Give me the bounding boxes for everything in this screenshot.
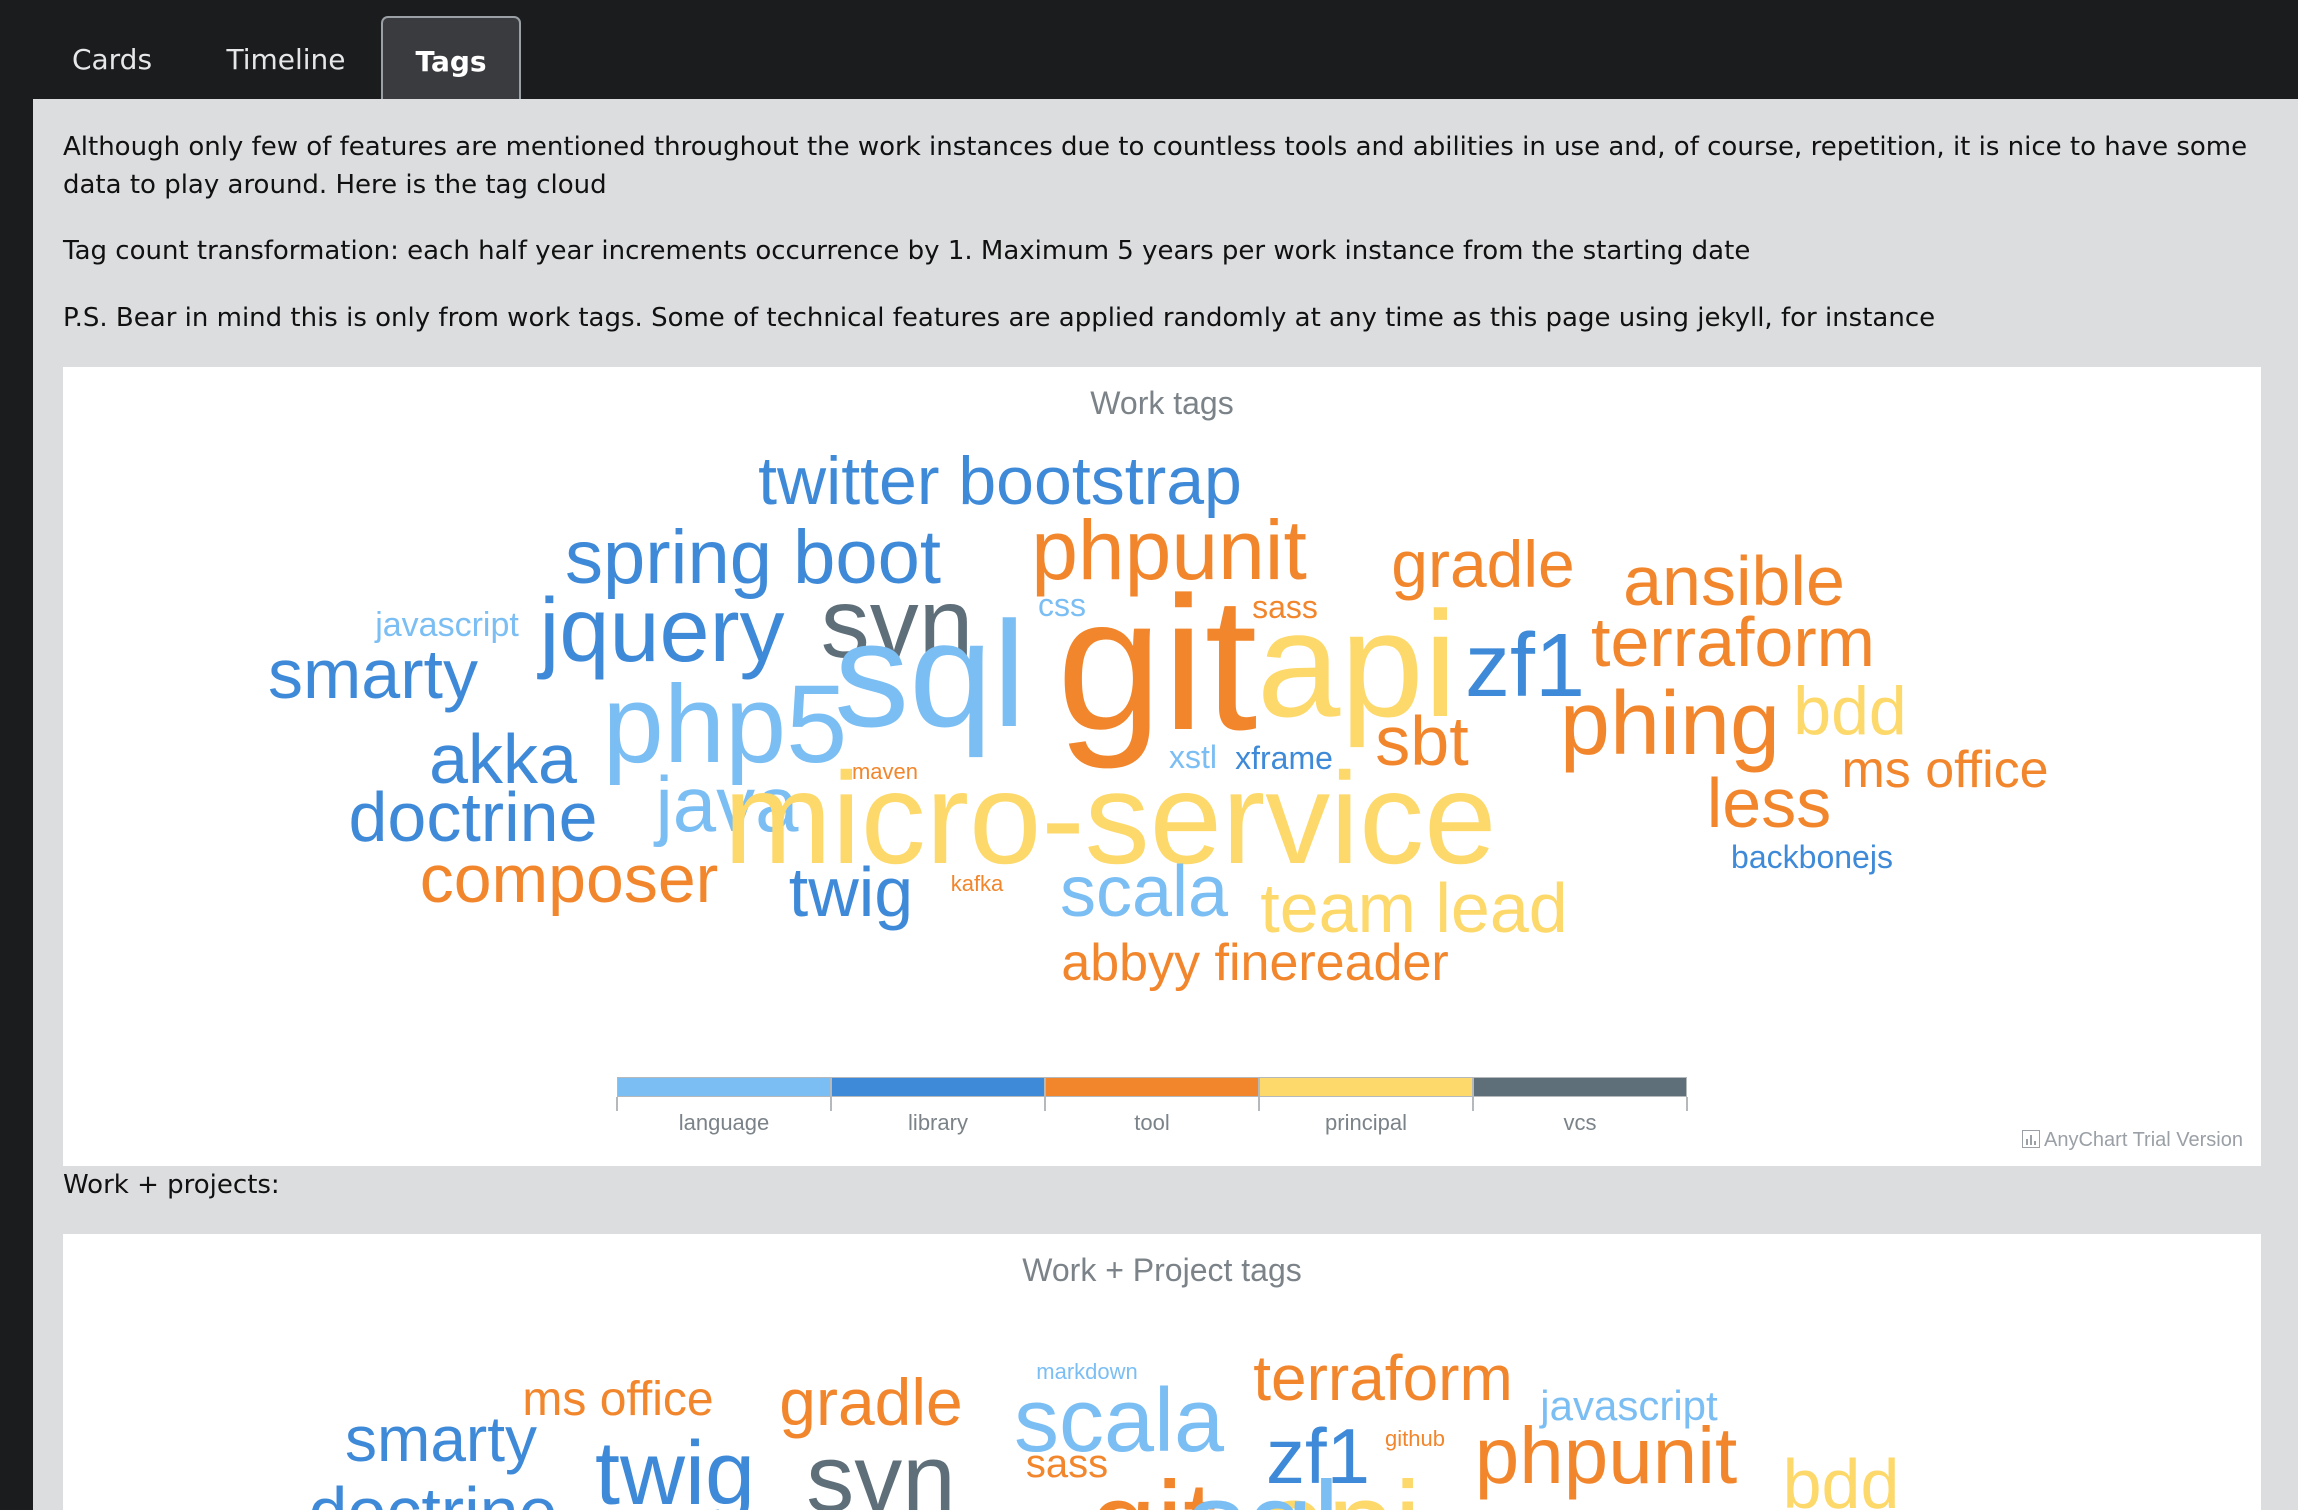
legend-swatch-principal	[1259, 1077, 1473, 1097]
legend-swatch-vcs	[1473, 1077, 1687, 1097]
tag-jquery[interactable]: jquery	[539, 581, 785, 681]
tag-gradle[interactable]: gradle	[779, 1365, 963, 1439]
tag-svn[interactable]: svn	[806, 1425, 956, 1510]
chart-logo-icon	[2022, 1130, 2041, 1148]
projects-label: Work + projects:	[63, 1170, 280, 1200]
tag-terraform[interactable]: terraform	[1591, 603, 1875, 681]
intro-paragraph: Although only few of features are mentio…	[63, 132, 2248, 200]
tag-git[interactable]: git	[1056, 558, 1258, 770]
tag-abbyy-finereader[interactable]: abbyy finereader	[1061, 934, 1449, 992]
legend-tick	[616, 1097, 618, 1111]
tag-bdd[interactable]: bdd	[1793, 673, 1907, 749]
tab-timeline[interactable]: Timeline	[226, 43, 346, 76]
legend-tick	[1686, 1097, 1688, 1111]
tag-xframe[interactable]: xframe	[1235, 740, 1333, 776]
tag-backbonejs[interactable]: backbonejs	[1731, 839, 1893, 875]
tab-bar: Cards Timeline Tags	[0, 0, 2298, 100]
tag-spring-boot[interactable]: spring boot	[564, 515, 942, 600]
tag-ms-office[interactable]: ms office	[1841, 741, 2049, 799]
transform-paragraph: Tag count transformation: each half year…	[63, 236, 1751, 266]
tag-twig[interactable]: twig	[594, 1424, 756, 1510]
tag-svn[interactable]: svn	[820, 568, 974, 678]
legend-label-vcs: vcs	[1563, 1110, 1597, 1135]
tag-zf1[interactable]: zf1	[1265, 1412, 1371, 1500]
tag-doctrine[interactable]: doctrine	[348, 778, 598, 856]
tag-api[interactable]: api	[1261, 1464, 1421, 1510]
tab-tags[interactable]: Tags	[381, 16, 521, 100]
ps-paragraph: P.S. Bear in mind this is only from work…	[63, 303, 1936, 333]
tag-smarty[interactable]: smarty	[268, 635, 478, 713]
legend-tick	[830, 1097, 832, 1111]
tag-akka[interactable]: akka	[429, 720, 577, 798]
tag-api[interactable]: api	[1256, 580, 1458, 748]
tag-xstl[interactable]: xstl	[1169, 739, 1217, 775]
tag-javascript[interactable]: javascript	[375, 606, 519, 644]
chart-title: Work tags	[1090, 385, 1234, 421]
tag-sbt[interactable]: sbt	[1375, 702, 1469, 780]
tag-micro-service[interactable]: micro-service	[723, 745, 1497, 891]
tag-kafka[interactable]: kafka	[950, 871, 1004, 896]
tag-java[interactable]: java	[655, 760, 799, 848]
tag-javascript[interactable]: javascript	[1540, 1382, 1718, 1429]
tag-phpunit[interactable]: phpunit	[1031, 503, 1307, 597]
tag-php5[interactable]: php5	[602, 663, 848, 786]
legend-tick	[1472, 1097, 1474, 1111]
tag-maven[interactable]: maven	[851, 759, 919, 784]
tag-doctrine[interactable]: doctrine	[308, 1477, 557, 1510]
legend-label-tool: tool	[1134, 1110, 1170, 1135]
tag-sql[interactable]: sql	[834, 590, 1026, 758]
tag-ansible[interactable]: ansible	[1623, 542, 1845, 620]
legend-swatch-language	[617, 1077, 831, 1097]
legend-tick	[1258, 1097, 1260, 1111]
work-tags-chart: Work tags twitter bootstrap spring boot ph…	[63, 367, 2261, 1166]
tag-git[interactable]: git	[1090, 1464, 1217, 1510]
project-tags-chart: Work + Project tags markdown terraform ms …	[63, 1234, 2261, 1510]
tag-less[interactable]: less	[1706, 764, 1832, 842]
tag-bdd[interactable]: bdd	[1782, 1445, 1900, 1510]
tag-markdown[interactable]: markdown	[1036, 1359, 1138, 1384]
tag-twig[interactable]: twig	[788, 853, 914, 931]
tag-phpunit[interactable]: phpunit	[1474, 1411, 1738, 1500]
legend-label-language: language	[678, 1110, 770, 1135]
tag-terraform[interactable]: terraform	[1253, 1342, 1513, 1414]
tag-composer[interactable]: composer	[419, 841, 719, 917]
tag-sql[interactable]: sql	[1186, 1464, 1339, 1510]
tag-smarty[interactable]: smarty	[345, 1403, 537, 1475]
tag-zf1[interactable]: zf1	[1464, 616, 1586, 716]
legend-swatch-tool	[1045, 1077, 1259, 1097]
tag-scala[interactable]: scala	[1013, 1371, 1225, 1471]
tag-css[interactable]: css	[1038, 587, 1086, 623]
tags-panel: Although only few of features are mentio…	[33, 99, 2298, 1510]
legend-swatch-library	[831, 1077, 1045, 1097]
legend-label-library: library	[908, 1110, 968, 1135]
tag-twitter-bootstrap[interactable]: twitter bootstrap	[758, 443, 1242, 519]
chart-title: Work + Project tags	[1022, 1252, 1302, 1288]
tag-ms-office[interactable]: ms office	[522, 1373, 714, 1426]
tag-sass[interactable]: sass	[1025, 1442, 1109, 1486]
tag-gradle[interactable]: gradle	[1391, 527, 1575, 601]
legend-label-principal: principal	[1325, 1110, 1407, 1135]
tag-sass[interactable]: sass	[1252, 589, 1318, 625]
tab-cards[interactable]: Cards	[71, 43, 153, 76]
credit-text: AnyChart Trial Version	[2044, 1129, 2243, 1151]
tag-scala[interactable]: scala	[1059, 852, 1229, 932]
anychart-credit[interactable]: AnyChart Trial Version	[2022, 1129, 2243, 1152]
tag-team-lead[interactable]: team lead	[1260, 869, 1568, 947]
legend-tick	[1044, 1097, 1046, 1111]
tag-github[interactable]: github	[1385, 1426, 1445, 1451]
tag-phing[interactable]: phing	[1559, 674, 1781, 774]
